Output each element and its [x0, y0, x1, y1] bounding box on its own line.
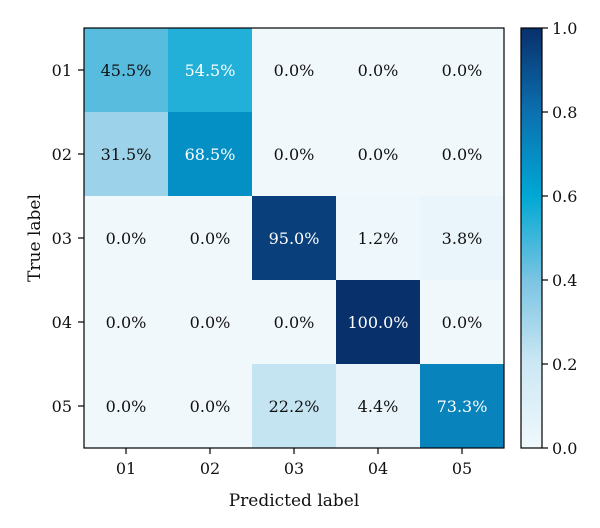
x-axis-title: Predicted label [229, 491, 360, 511]
confusion-matrix-chart: 45.5% 54.5% 0.0% 0.0% 0.0% 31.5% 68.5% 0.0% 0.0%… [0, 0, 600, 528]
y-tick-label: 02 [52, 145, 72, 164]
x-tick-label: 05 [452, 459, 472, 478]
x-tick-label: 02 [200, 459, 220, 478]
cell-value-label: 95.0% [269, 229, 320, 248]
cell-value-label: 0.0% [190, 229, 231, 248]
cell-value-label: 4.4% [358, 397, 399, 416]
colorbar-tick-label: 0.4 [552, 271, 577, 290]
cell-value-label: 68.5% [185, 145, 236, 164]
colorbar-tick-label: 1.0 [552, 19, 577, 38]
cell-value-label: 0.0% [442, 61, 483, 80]
cell-value-label: 22.2% [269, 397, 320, 416]
cell-value-label: 54.5% [185, 61, 236, 80]
cell-value-label: 0.0% [190, 313, 231, 332]
x-axis-ticks: 01 02 03 04 05 [116, 448, 472, 478]
cell-value-label: 0.0% [274, 145, 315, 164]
cell-value-label: 0.0% [274, 61, 315, 80]
x-tick-label: 04 [368, 459, 388, 478]
cell-value-label: 3.8% [442, 229, 483, 248]
cell-value-label: 0.0% [442, 313, 483, 332]
colorbar-tick-label: 0.8 [552, 103, 577, 122]
x-tick-label: 03 [284, 459, 304, 478]
cell-value-label: 0.0% [106, 313, 147, 332]
cell-value-label: 31.5% [101, 145, 152, 164]
y-axis-title: True label [25, 194, 45, 282]
y-tick-label: 05 [52, 397, 72, 416]
colorbar-tick-label: 0.6 [552, 187, 577, 206]
cell-value-label: 0.0% [106, 229, 147, 248]
x-tick-label: 01 [116, 459, 136, 478]
y-tick-label: 03 [52, 229, 72, 248]
cell-value-label: 0.0% [106, 397, 147, 416]
cell-value-label: 0.0% [274, 313, 315, 332]
cell-value-label: 0.0% [358, 145, 399, 164]
cell-value-label: 0.0% [358, 61, 399, 80]
y-tick-label: 04 [52, 313, 72, 332]
y-axis-ticks: 01 02 03 04 05 [52, 61, 84, 416]
cell-value-label: 1.2% [358, 229, 399, 248]
cell-value-label: 73.3% [437, 397, 488, 416]
colorbar-tick-label: 0.0 [552, 439, 577, 458]
cell-value-label: 45.5% [101, 61, 152, 80]
y-tick-label: 01 [52, 61, 72, 80]
cell-value-label: 0.0% [442, 145, 483, 164]
colorbar-ticks: 0.0 0.2 0.4 0.6 0.8 1.0 [542, 19, 577, 458]
cell-value-label: 0.0% [190, 397, 231, 416]
colorbar-tick-label: 0.2 [552, 355, 577, 374]
colorbar [521, 28, 542, 448]
cell-value-label: 100.0% [347, 313, 408, 332]
